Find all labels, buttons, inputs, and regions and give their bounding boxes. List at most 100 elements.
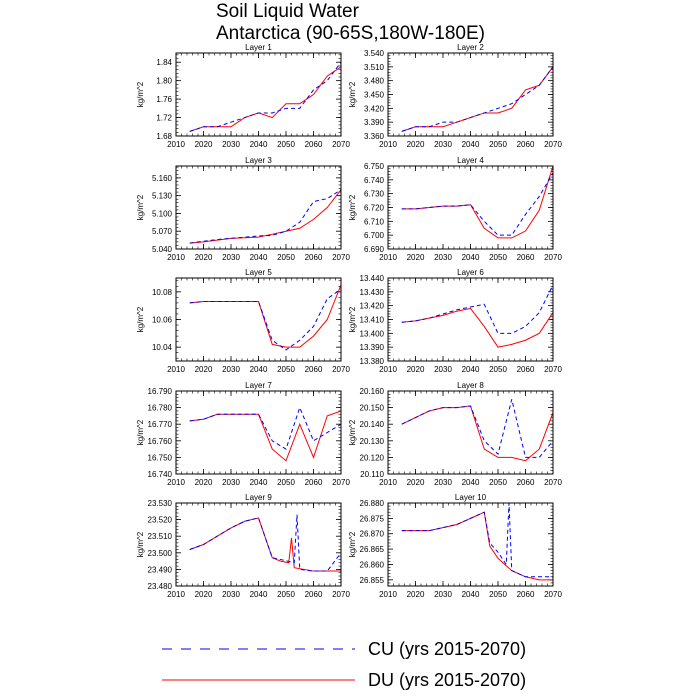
series-cu-layer-6 <box>401 284 553 334</box>
y-tick-label: 6.710 <box>364 217 385 226</box>
panel-layer-5: Layer 5 2010 2020 2030 2040 2050 2060 2070 10.04… <box>136 268 350 374</box>
x-tick-label: 2040 <box>250 478 268 487</box>
x-tick-label: 2020 <box>407 365 425 374</box>
x-tick-label: 2050 <box>489 478 507 487</box>
legend: CU (yrs 2015-2070) DU (yrs 2015-2070) <box>162 639 526 690</box>
series-cu-layer-10 <box>401 503 553 578</box>
panel-layer-3: Layer 3 2010 2020 2030 2040 2050 2060 2070 5.040… <box>136 156 350 262</box>
y-tick-label: 20.140 <box>360 420 385 429</box>
y-tick-label: 5.070 <box>152 227 173 236</box>
x-tick-label: 2010 <box>167 590 185 599</box>
series-cu-layer-1 <box>189 61 341 132</box>
y-axis-label: kg/m^2 <box>136 419 145 445</box>
y-tick-label: 6.700 <box>364 231 385 240</box>
y-tick-label: 1.68 <box>156 132 172 141</box>
x-tick-label: 2010 <box>167 478 185 487</box>
x-tick-label: 2040 <box>462 140 480 149</box>
y-tick-label: 20.110 <box>360 470 384 479</box>
panel-title-layer-10: Layer 10 <box>455 493 487 502</box>
x-tick-label: 2050 <box>489 365 507 374</box>
x-tick-label: 2020 <box>407 478 425 487</box>
x-tick-label: 2010 <box>379 478 397 487</box>
y-tick-label: 6.720 <box>364 204 385 213</box>
x-tick-label: 2010 <box>167 365 185 374</box>
y-tick-label: 1.76 <box>156 95 172 104</box>
x-tick-label: 2060 <box>305 253 323 262</box>
x-tick-label: 2030 <box>434 253 452 262</box>
y-tick-label: 23.530 <box>148 499 173 508</box>
x-tick-label: 2030 <box>222 365 240 374</box>
panel-layer-2: Layer 2 2010 2020 2030 2040 2050 2060 2070 3.360… <box>348 43 562 149</box>
y-tick-label: 26.875 <box>360 514 385 523</box>
x-tick-label: 2020 <box>407 140 425 149</box>
x-tick-label: 2010 <box>379 140 397 149</box>
y-axis-label: kg/m^2 <box>348 306 357 332</box>
x-tick-label: 2020 <box>195 253 213 262</box>
x-tick-label: 2040 <box>462 253 480 262</box>
y-tick-label: 26.870 <box>360 530 385 539</box>
x-tick-label: 2040 <box>250 140 268 149</box>
y-tick-label: 13.440 <box>360 274 385 283</box>
x-tick-label: 2020 <box>407 253 425 262</box>
x-tick-label: 2020 <box>195 365 213 374</box>
x-tick-label: 2070 <box>544 140 562 149</box>
series-du-layer-5 <box>189 284 341 348</box>
y-tick-label: 5.160 <box>152 174 173 183</box>
x-tick-label: 2020 <box>407 590 425 599</box>
x-tick-label: 2060 <box>305 478 323 487</box>
x-tick-label: 2050 <box>277 253 295 262</box>
x-tick-label: 2060 <box>517 253 535 262</box>
y-tick-label: 6.690 <box>364 245 385 254</box>
y-tick-label: 13.380 <box>360 357 385 366</box>
y-tick-label: 13.420 <box>360 302 385 311</box>
y-tick-label: 3.390 <box>364 118 385 127</box>
x-tick-label: 2060 <box>305 590 323 599</box>
panel-frame <box>387 277 554 362</box>
series-cu-layer-3 <box>189 189 341 244</box>
y-tick-label: 16.750 <box>148 453 173 462</box>
x-tick-label: 2030 <box>434 478 452 487</box>
x-tick-label: 2030 <box>222 590 240 599</box>
x-tick-label: 2060 <box>517 365 535 374</box>
panel-frame <box>175 277 342 362</box>
x-tick-label: 2070 <box>544 365 562 374</box>
y-axis-label: kg/m^2 <box>348 419 357 445</box>
panel-frame <box>387 165 554 250</box>
y-tick-label: 13.400 <box>360 329 385 338</box>
x-tick-label: 2020 <box>195 478 213 487</box>
y-tick-label: 13.410 <box>360 316 385 325</box>
panel-frame <box>387 502 554 587</box>
panel-title-layer-1: Layer 1 <box>245 43 272 52</box>
x-tick-label: 2050 <box>277 590 295 599</box>
y-tick-label: 16.740 <box>148 470 173 479</box>
y-axis-label: kg/m^2 <box>136 306 145 332</box>
series-cu-layer-2 <box>401 66 553 132</box>
x-tick-label: 2060 <box>517 590 535 599</box>
x-tick-label: 2060 <box>517 140 535 149</box>
x-tick-label: 2050 <box>277 140 295 149</box>
y-axis-label: kg/m^2 <box>136 81 145 107</box>
y-tick-label: 16.760 <box>148 437 173 446</box>
x-tick-label: 2070 <box>332 140 350 149</box>
y-tick-label: 6.740 <box>364 176 385 185</box>
x-tick-label: 2050 <box>277 478 295 487</box>
y-tick-label: 23.500 <box>148 549 173 558</box>
y-tick-label: 26.865 <box>360 545 385 554</box>
y-tick-label: 23.490 <box>148 565 173 574</box>
series-du-layer-3 <box>189 189 341 244</box>
y-axis-label: kg/m^2 <box>136 194 145 220</box>
y-tick-label: 5.100 <box>152 209 173 218</box>
series-du-layer-7 <box>189 410 341 462</box>
x-tick-label: 2010 <box>379 590 397 599</box>
y-tick-label: 6.730 <box>364 190 385 199</box>
y-tick-label: 3.420 <box>364 104 385 113</box>
panel-layer-10: Layer 10 2010 2020 2030 2040 2050 2060 2070 26.8… <box>348 493 562 599</box>
x-tick-label: 2020 <box>195 590 213 599</box>
y-tick-label: 3.450 <box>364 91 385 100</box>
x-tick-label: 2070 <box>544 253 562 262</box>
y-tick-label: 3.360 <box>364 132 385 141</box>
y-tick-label: 5.130 <box>152 192 173 201</box>
y-tick-label: 26.855 <box>360 576 385 585</box>
x-tick-label: 2070 <box>332 590 350 599</box>
